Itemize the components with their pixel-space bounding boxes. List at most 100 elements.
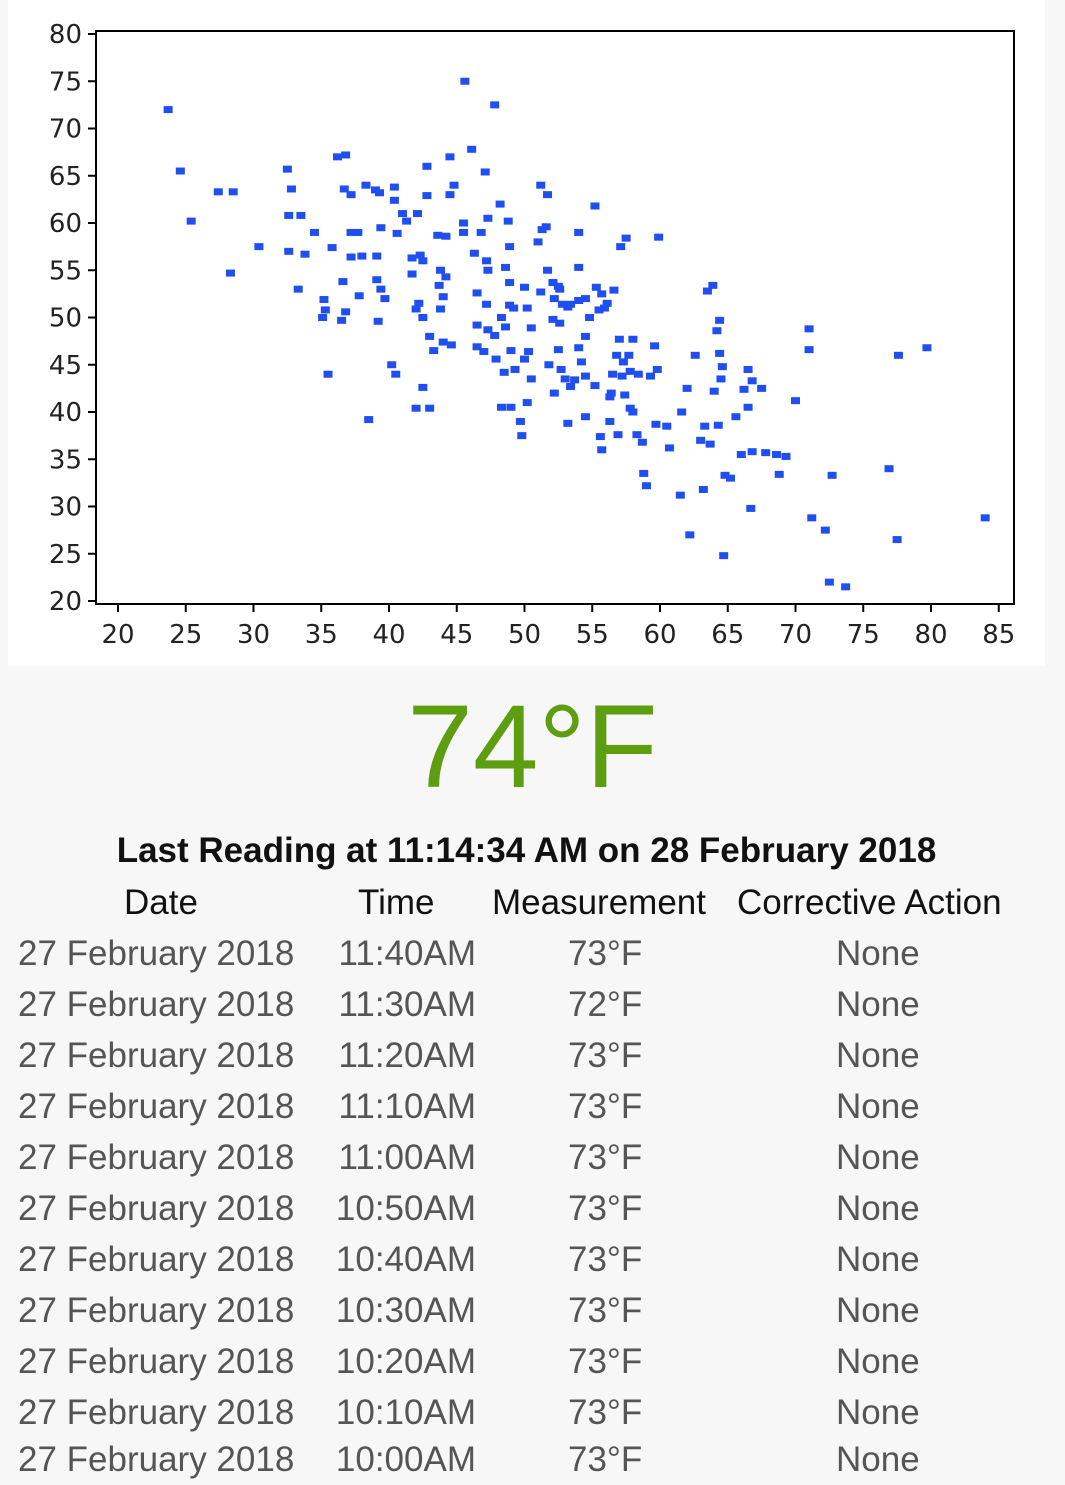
scatter-chart: 20 25 30 35 40 45 50 55 60 65 70 75 80 85 20 25 30 35 40 45…: [8, 0, 1045, 666]
row-measurement: 72°F: [568, 985, 643, 1024]
row-measurement: 73°F: [568, 1440, 643, 1479]
scatter-point: [574, 344, 584, 352]
y-tick-label: 20: [49, 587, 82, 617]
scatter-point: [696, 436, 706, 444]
scatter-point: [357, 252, 367, 260]
scatter-point: [449, 181, 459, 189]
scatter-point: [510, 365, 520, 373]
scatter-point: [446, 341, 456, 349]
scatter-point: [736, 451, 746, 459]
scatter-point: [746, 504, 756, 512]
x-tick-label: 45: [440, 620, 473, 650]
row-date: 27 February 2018: [18, 1291, 295, 1330]
scatter-point: [702, 287, 712, 295]
x-tick-label: 70: [779, 620, 812, 650]
row-action: None: [836, 934, 920, 973]
scatter-point: [361, 181, 371, 189]
scatter-point: [685, 531, 695, 539]
scatter-point: [743, 403, 753, 411]
row-measurement: 73°F: [568, 1240, 643, 1279]
row-date: 27 February 2018: [18, 1087, 295, 1126]
scatter-point: [418, 257, 428, 265]
scatter-point: [467, 145, 477, 153]
scatter-point: [341, 151, 351, 159]
scatter-point: [346, 253, 356, 261]
scatter-point: [664, 444, 674, 452]
row-time: 11:00AM: [338, 1138, 477, 1177]
scatter-point: [496, 314, 506, 321]
scatter-point: [580, 372, 590, 380]
scatter-point: [757, 384, 767, 392]
scatter-point: [186, 217, 196, 225]
header-date: Date: [124, 883, 198, 922]
table-row: 27 February 2018 11:20AM 73°F None: [0, 1031, 1065, 1081]
scatter-point: [459, 228, 469, 236]
scatter-point: [501, 323, 511, 331]
row-date: 27 February 2018: [18, 1036, 295, 1075]
row-action: None: [836, 1240, 920, 1279]
scatter-point: [376, 224, 386, 232]
x-tick-label: 25: [169, 620, 202, 650]
scatter-point: [469, 249, 479, 257]
scatter-point: [319, 296, 329, 304]
scatter-point: [391, 370, 401, 378]
scatter-point: [827, 471, 837, 479]
scatter-point: [346, 228, 356, 236]
row-measurement: 73°F: [568, 1138, 643, 1177]
scatter-point: [675, 491, 685, 499]
scatter-point: [300, 250, 310, 258]
scatter-point: [445, 191, 455, 199]
scatter-point: [715, 349, 725, 357]
scatter-point: [520, 283, 529, 291]
scatter-point: [548, 279, 558, 287]
scatter-point: [609, 286, 619, 294]
scatter-point: [501, 263, 511, 271]
scatter-point: [720, 471, 730, 479]
row-date: 27 February 2018: [18, 985, 295, 1024]
y-tick-label: 65: [49, 162, 82, 192]
scatter-point: [654, 233, 664, 241]
scatter-point: [354, 292, 364, 300]
scatter-point: [884, 465, 894, 473]
scatter-point: [522, 399, 532, 407]
scatter-point: [570, 376, 580, 384]
scatter-point: [415, 251, 425, 259]
scatter-point: [713, 421, 723, 429]
table-row: 27 February 2018 10:50AM 73°F None: [0, 1184, 1065, 1234]
row-measurement: 73°F: [568, 1087, 643, 1126]
scatter-point: [590, 202, 600, 210]
row-time: 11:10AM: [338, 1087, 477, 1126]
scatter-point: [574, 263, 584, 271]
scatter-point: [774, 470, 784, 478]
scatter-point: [402, 217, 412, 225]
scatter-point: [566, 300, 576, 308]
scatter-point: [338, 278, 348, 286]
scatter-point: [677, 408, 687, 416]
scatter-point: [536, 181, 546, 189]
scatter-point: [284, 247, 294, 255]
scatter-point: [543, 191, 553, 199]
scatter-point: [296, 211, 306, 219]
scatter-point: [293, 285, 303, 293]
x-tick-label: 30: [237, 620, 270, 650]
current-temperature: 74°F: [407, 681, 658, 813]
scatter-point: [459, 219, 469, 227]
scatter-point: [480, 168, 490, 176]
header-measurement: Measurement: [492, 883, 706, 922]
scatter-point: [346, 191, 356, 199]
row-measurement: 73°F: [568, 1036, 643, 1075]
scatter-point: [712, 327, 722, 335]
scatter-point: [651, 420, 661, 428]
scatter-point: [483, 214, 493, 222]
scatter-point: [472, 321, 482, 329]
scatter-point: [705, 440, 715, 448]
scatter-point: [434, 281, 444, 289]
scatter-point: [228, 188, 238, 196]
scatter-point: [407, 270, 417, 278]
scatter-point: [557, 300, 567, 308]
scatter-point: [743, 365, 753, 373]
scatter-point: [353, 228, 363, 236]
scatter-point: [563, 419, 573, 427]
scatter-point: [715, 316, 725, 324]
scatter-point: [804, 325, 814, 333]
